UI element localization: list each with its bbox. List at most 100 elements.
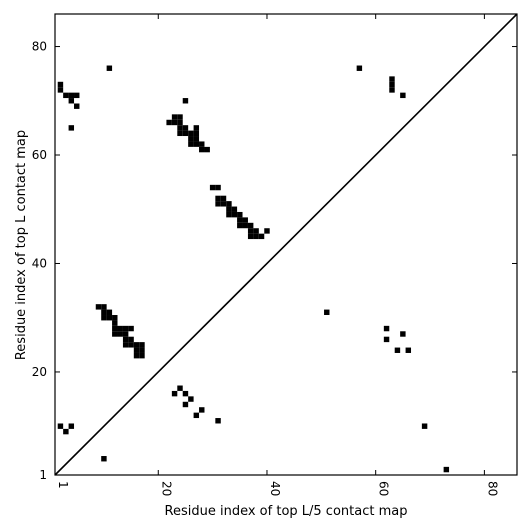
contact-cell-upper [231, 206, 238, 212]
contact-cell-upper [237, 217, 243, 223]
y-tick-label: 40 [32, 256, 47, 270]
contact-cell-upper [128, 342, 134, 348]
contact-cell-upper [74, 103, 80, 109]
contact-cell-lower [421, 423, 428, 429]
contact-cell-upper [112, 315, 118, 321]
contact-cell-upper [68, 125, 75, 131]
contact-cell-upper [122, 342, 129, 348]
plot-frame [54, 13, 518, 476]
contact-cell-upper [220, 195, 227, 202]
x-tick-label: 60 [377, 481, 391, 496]
lower-contacts-group [57, 309, 450, 473]
contact-cell-upper [171, 114, 178, 120]
contact-cell-upper [177, 130, 183, 137]
contact-cell-lower [443, 466, 450, 473]
contact-cell-lower [324, 309, 330, 315]
contact-cell-upper [133, 342, 140, 348]
contact-cell-upper [122, 325, 129, 332]
contact-cell-upper [226, 211, 232, 218]
y-tick-label: 1 [39, 468, 47, 482]
contact-cell-lower [193, 412, 200, 419]
y-axis-label: Residue index of top L contact map [14, 130, 29, 360]
x-tick-label: 40 [268, 481, 282, 496]
contact-cell-upper [101, 309, 107, 315]
contact-cell-lower [171, 390, 178, 397]
contact-cell-upper [215, 184, 221, 191]
contact-cell-upper [193, 136, 200, 142]
contact-cell-upper [133, 347, 140, 353]
contact-cell-upper [122, 331, 129, 337]
contact-cell-lower [57, 423, 64, 429]
contact-cell-lower [199, 407, 205, 413]
contact-cell-lower [182, 390, 189, 397]
x-axis-label: Residue index of top L/5 contact map [165, 504, 408, 519]
contact-cell-upper [182, 125, 189, 131]
x-tick-label: 1 [56, 481, 70, 489]
contact-cell-lower [405, 347, 412, 353]
contact-cell-upper [389, 81, 395, 88]
contact-cell-upper [139, 347, 145, 353]
contact-cell-lower [215, 418, 221, 424]
x-tick-label: 80 [485, 481, 499, 496]
contact-cell-upper [242, 222, 248, 229]
contact-cell-upper [117, 331, 123, 337]
contact-cell-lower [188, 396, 194, 402]
y-tick-label: 60 [32, 148, 47, 162]
contact-cell-upper [247, 228, 254, 234]
contact-cell-upper [264, 228, 270, 234]
contact-cell-upper [128, 336, 134, 343]
contact-cell-upper [139, 342, 145, 348]
contact-cell-upper [237, 211, 243, 218]
contact-cell-upper [193, 125, 200, 131]
contact-cell-lower [182, 401, 189, 408]
contact-cell-upper [188, 136, 194, 142]
contact-cell-upper [193, 141, 200, 147]
contact-cell-upper [171, 119, 178, 126]
contact-cell-upper [112, 320, 118, 326]
contact-cell-upper [177, 119, 183, 126]
contact-cell-lower [383, 325, 390, 332]
contact-cell-upper [193, 130, 200, 137]
contact-cell-upper [389, 76, 395, 82]
contact-cell-upper [112, 325, 118, 332]
contact-cell-upper [63, 92, 69, 99]
contact-cell-upper [128, 325, 134, 332]
contact-cell-upper [74, 92, 80, 99]
upper-contacts-group [57, 65, 406, 359]
contact-cell-upper [106, 65, 113, 71]
contact-cell-upper [199, 141, 205, 147]
contact-cell-upper [356, 65, 363, 71]
contact-cell-upper [177, 114, 183, 120]
contact-cell-upper [95, 304, 102, 310]
contact-cell-upper [106, 309, 113, 315]
contact-cell-upper [101, 304, 107, 310]
contact-cell-upper [389, 87, 395, 93]
contact-cell-upper [400, 92, 406, 99]
contact-cell-upper [231, 211, 238, 218]
contact-cell-upper [188, 130, 194, 137]
contact-cell-upper [112, 331, 118, 337]
contact-cell-upper [188, 141, 194, 147]
contact-cell-upper [68, 98, 75, 104]
contact-cell-lower [400, 331, 406, 337]
contact-cell-upper [101, 315, 107, 321]
y-axis-ticks: 1 20 40 60 80 [32, 40, 517, 482]
contact-cell-upper [177, 125, 183, 131]
contact-cell-lower [101, 456, 107, 462]
contact-cell-upper [253, 228, 259, 234]
contact-cell-upper [106, 315, 113, 321]
contact-cell-upper [258, 233, 265, 240]
contact-cell-lower [383, 336, 390, 343]
contact-cell-upper [57, 81, 64, 88]
diagonal-line [54, 13, 518, 476]
contact-cell-upper [57, 87, 64, 93]
contact-cell-lower [394, 347, 401, 353]
y-tick-label: 80 [32, 40, 47, 54]
contact-cell-upper [247, 233, 254, 240]
contact-cell-upper [220, 201, 227, 207]
contact-cell-lower [177, 385, 183, 391]
contact-cell-upper [237, 222, 243, 229]
contact-cell-upper [117, 325, 123, 332]
y-tick-label: 20 [32, 365, 47, 379]
contact-cell-lower [63, 428, 69, 435]
